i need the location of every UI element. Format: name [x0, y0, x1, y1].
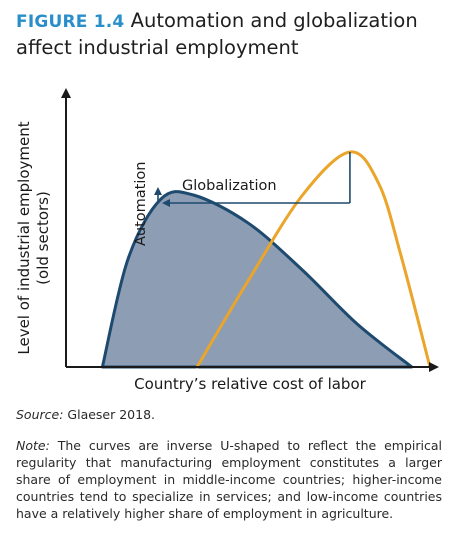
x-axis-label: Country’s relative cost of labor: [134, 375, 366, 393]
source-note: Source: Glaeser 2018.: [16, 407, 155, 422]
source-text: Glaeser 2018.: [67, 407, 156, 422]
automation-label: Automation: [133, 162, 149, 246]
figure-note: Note: The curves are inverse U-shaped to…: [16, 437, 442, 522]
note-label: Note:: [16, 438, 50, 453]
note-text: The curves are inverse U-shaped to refle…: [16, 438, 442, 521]
figure-title-text: Automation and globalization affect indu…: [16, 9, 418, 59]
globalization-label: Globalization: [182, 178, 277, 194]
y-axis-label-line1: Level of industrial employment: [15, 121, 33, 354]
source-label: Source:: [16, 407, 64, 422]
figure-title: FIGURE 1.4 Automation and globalization …: [16, 8, 448, 61]
y-axis-label-line2: (old sectors): [34, 191, 52, 285]
figure-label: FIGURE 1.4: [16, 12, 125, 32]
area-curve-filled: [100, 190, 414, 369]
chart: Level of industrial employment (old sect…: [15, 88, 439, 393]
